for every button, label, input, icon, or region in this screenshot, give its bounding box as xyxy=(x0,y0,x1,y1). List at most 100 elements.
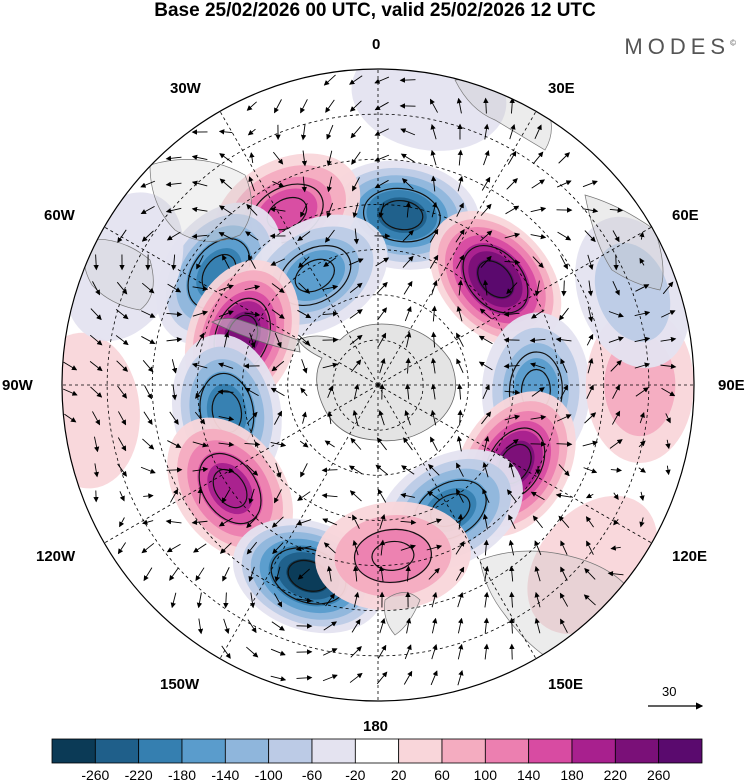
wind-vector xyxy=(350,437,362,450)
wind-vector xyxy=(639,257,645,266)
lon-label-90w: 90W xyxy=(2,377,33,394)
anomaly-level xyxy=(351,69,507,151)
wind-vector xyxy=(322,284,339,291)
wind-vector xyxy=(587,357,594,374)
anomaly-level xyxy=(377,197,427,233)
wind-vector xyxy=(324,440,335,448)
wind-vector xyxy=(218,129,233,135)
wind-vector xyxy=(456,462,464,477)
wind-vector xyxy=(638,467,646,473)
wind-vector xyxy=(298,256,310,269)
wind-vector xyxy=(248,566,255,582)
wind-vector xyxy=(249,152,255,164)
anomaly-high-south xyxy=(315,501,471,611)
wind-vector xyxy=(221,645,231,659)
wind-vector xyxy=(246,516,258,529)
wind-vector xyxy=(529,337,546,343)
wind-vector xyxy=(191,362,208,369)
wind-vector xyxy=(456,97,463,114)
wind-vector xyxy=(143,567,153,582)
map-boundary xyxy=(61,68,695,702)
wind-vector xyxy=(426,518,442,525)
wind-vector xyxy=(269,206,286,213)
wind-vector xyxy=(165,155,182,162)
wind-vector xyxy=(248,488,255,505)
wind-vector xyxy=(431,280,438,296)
wind-vector xyxy=(503,363,520,369)
wind-vector xyxy=(560,358,568,374)
wind-vector xyxy=(455,566,465,581)
wind-vector xyxy=(556,180,572,188)
wind-vector xyxy=(218,467,235,474)
colorbar-swatch xyxy=(658,738,703,764)
wind-vector xyxy=(530,414,547,421)
wind-vector xyxy=(353,591,360,608)
wind-vector xyxy=(274,489,282,504)
meridian-line xyxy=(104,384,379,544)
wind-vector xyxy=(378,202,385,219)
wind-vector xyxy=(482,384,490,400)
wind-vector xyxy=(221,489,231,504)
wind-vector xyxy=(429,98,438,113)
wind-vector xyxy=(587,306,594,323)
wind-vector xyxy=(456,358,464,373)
wind-vector xyxy=(246,411,258,424)
brand-logo: MODES© xyxy=(624,34,736,60)
wind-vector xyxy=(377,488,387,503)
wind-vector xyxy=(349,282,363,294)
wind-vector xyxy=(299,440,309,448)
wind-vector xyxy=(117,229,127,243)
wind-vector xyxy=(349,75,363,85)
colorbar-label: -260 xyxy=(81,767,110,783)
wind-vector xyxy=(275,462,282,479)
wind-vector xyxy=(505,205,520,215)
meridian-line xyxy=(219,384,379,659)
wind-vector xyxy=(634,310,651,317)
wind-vector xyxy=(218,362,234,369)
wind-vector xyxy=(348,258,364,266)
wind-vector xyxy=(270,441,287,448)
wind-vector xyxy=(352,539,359,556)
anomaly-contour xyxy=(362,187,441,243)
colorbar-label: -20 xyxy=(345,767,366,783)
wind-vector xyxy=(322,674,338,682)
anomaly-level xyxy=(62,332,140,489)
wind-vector xyxy=(429,228,439,243)
wind-vector xyxy=(171,384,178,401)
wind-vector xyxy=(326,565,333,582)
wind-vector xyxy=(271,360,285,372)
wind-vector xyxy=(223,592,229,609)
wind-vector xyxy=(141,282,155,294)
wind-vector xyxy=(244,284,261,291)
wind-vector xyxy=(301,150,308,167)
wind-vector xyxy=(509,617,515,634)
wind-vector xyxy=(478,335,493,345)
wind-vector xyxy=(478,361,493,371)
wind-vector xyxy=(323,621,337,631)
wind-vector xyxy=(351,359,362,373)
wind-vector xyxy=(144,385,152,400)
wind-vector xyxy=(142,438,155,450)
wind-vector xyxy=(322,311,339,317)
wind-vector xyxy=(509,565,515,582)
wind-vector xyxy=(170,488,179,503)
wind-vector xyxy=(117,385,127,399)
wind-vector xyxy=(560,566,568,581)
graticule xyxy=(62,69,694,701)
colorbar xyxy=(51,738,703,764)
wind-vector xyxy=(480,255,492,268)
colorbar-label: 60 xyxy=(434,767,450,783)
wind-vector xyxy=(534,591,541,608)
wind-vector xyxy=(349,490,362,502)
wind-vector xyxy=(379,539,386,556)
wind-vector xyxy=(192,310,209,317)
wind-vector xyxy=(167,440,182,448)
wind-vector xyxy=(482,461,489,478)
wind-vector xyxy=(116,281,128,295)
wind-vector xyxy=(349,309,363,319)
wind-vector xyxy=(404,306,412,322)
wind-vector xyxy=(374,76,390,84)
colorbar-label: 180 xyxy=(560,767,584,783)
wind-vector xyxy=(119,517,125,528)
wind-vector xyxy=(166,231,181,241)
